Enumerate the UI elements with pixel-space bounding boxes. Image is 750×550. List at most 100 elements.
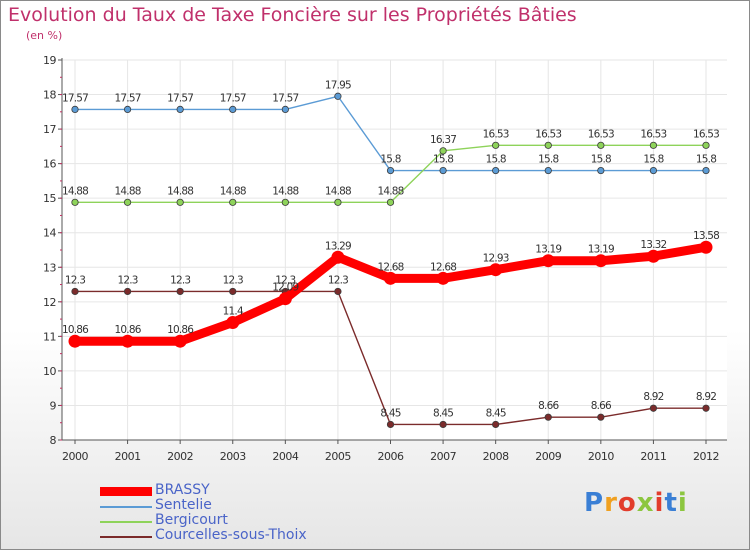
y-tick-label: 12	[43, 296, 56, 309]
data-point	[702, 141, 710, 149]
data-label: 15.8	[486, 154, 506, 166]
y-tick-label: 16	[43, 158, 56, 171]
data-point	[334, 287, 342, 296]
data-label: 17.57	[220, 92, 246, 104]
data-label: 16.53	[640, 128, 666, 140]
data-label: 16.53	[693, 128, 719, 140]
data-point	[281, 105, 289, 114]
data-label: 10.86	[62, 324, 89, 336]
data-point	[544, 166, 552, 175]
x-tick-label: 2012	[693, 450, 719, 463]
logo-letter: P	[584, 488, 605, 518]
data-point	[121, 334, 135, 348]
logo-letter: r	[604, 488, 618, 518]
data-point	[384, 271, 397, 285]
y-tick-label: 17	[43, 123, 56, 136]
data-point	[176, 105, 184, 114]
data-point	[699, 240, 713, 254]
logo-letter: t	[664, 488, 678, 518]
data-label: 13.29	[325, 240, 351, 252]
data-label: 11.4	[223, 306, 244, 318]
data-label: 15.8	[591, 154, 611, 166]
data-label: 8.66	[591, 400, 612, 412]
chart-subtitle: (en %)	[26, 29, 63, 42]
legend-swatch-sentelie	[100, 506, 152, 508]
data-point	[439, 166, 447, 175]
data-label: 15.8	[538, 154, 558, 166]
data-point	[597, 413, 605, 421]
data-label: 12.3	[117, 274, 137, 286]
data-label: 17.57	[167, 92, 193, 104]
x-tick-label: 2008	[483, 450, 509, 463]
data-label: 14.88	[325, 185, 351, 197]
data-label: 14.88	[272, 185, 298, 197]
data-label: 14.88	[115, 185, 141, 197]
data-label: 8.92	[696, 391, 716, 403]
data-label: 14.88	[220, 185, 246, 197]
data-point	[123, 105, 132, 114]
y-tick-label: 8	[50, 434, 57, 447]
data-label: 12.3	[275, 274, 295, 286]
x-tick-label: 2005	[325, 450, 351, 463]
data-label: 15.8	[643, 154, 663, 166]
data-label: 13.19	[535, 244, 561, 256]
y-tick-label: 14	[43, 227, 56, 240]
data-label: 8.45	[486, 407, 506, 419]
data-label: 15.8	[380, 154, 400, 166]
x-tick-label: 2011	[640, 450, 666, 463]
data-label: 15.8	[696, 154, 716, 166]
logo-letter: x	[636, 488, 655, 518]
y-tick-label: 19	[43, 54, 56, 67]
data-point	[123, 287, 132, 296]
data-label: 12.68	[430, 261, 456, 273]
data-point	[226, 316, 240, 330]
x-tick-label: 2000	[62, 450, 88, 463]
data-point	[281, 198, 289, 206]
data-point	[386, 198, 395, 206]
data-label: 8.66	[538, 400, 559, 412]
x-tick-label: 2010	[588, 450, 614, 463]
data-point	[649, 404, 658, 412]
data-point	[492, 420, 500, 429]
data-point	[702, 404, 710, 412]
data-point	[123, 198, 132, 206]
data-point	[229, 105, 237, 114]
data-point	[229, 287, 237, 296]
data-label: 16.53	[483, 128, 509, 140]
legend-label-brassy: BRASSY	[155, 482, 210, 498]
data-point	[68, 334, 82, 348]
data-label: 10.86	[167, 324, 194, 336]
data-label: 14.88	[167, 185, 193, 197]
y-tick-label: 15	[43, 192, 56, 205]
data-label: 8.92	[643, 391, 663, 403]
data-point	[71, 198, 79, 206]
data-label: 17.57	[62, 92, 88, 104]
data-label: 12.3	[328, 274, 348, 286]
proxiti-logo: Proxiti	[584, 488, 688, 518]
data-label: 14.88	[62, 185, 88, 197]
data-label: 12.93	[483, 253, 509, 265]
data-point	[176, 198, 184, 206]
data-point	[597, 141, 605, 149]
x-tick-label: 2002	[167, 450, 193, 463]
legend-label-sentelie: Sentelie	[155, 497, 212, 513]
data-point	[597, 166, 605, 175]
data-point	[176, 287, 184, 296]
data-point	[649, 141, 658, 149]
data-point	[489, 263, 503, 277]
data-point	[173, 334, 187, 348]
y-tick-label: 10	[43, 365, 56, 378]
data-label: 12.3	[65, 274, 85, 286]
logo-letter: o	[617, 488, 637, 518]
data-label: 12.3	[223, 274, 243, 286]
data-point	[649, 166, 658, 175]
data-label: 16.53	[588, 128, 614, 140]
data-label: 17.57	[115, 92, 141, 104]
logo-letter: i	[677, 488, 688, 518]
data-point	[541, 254, 555, 268]
legend-swatch-courcelles	[100, 536, 152, 538]
data-point	[334, 198, 342, 206]
x-tick-label: 2009	[535, 450, 561, 463]
data-label: 8.45	[433, 407, 453, 419]
data-label: 17.95	[325, 79, 351, 91]
